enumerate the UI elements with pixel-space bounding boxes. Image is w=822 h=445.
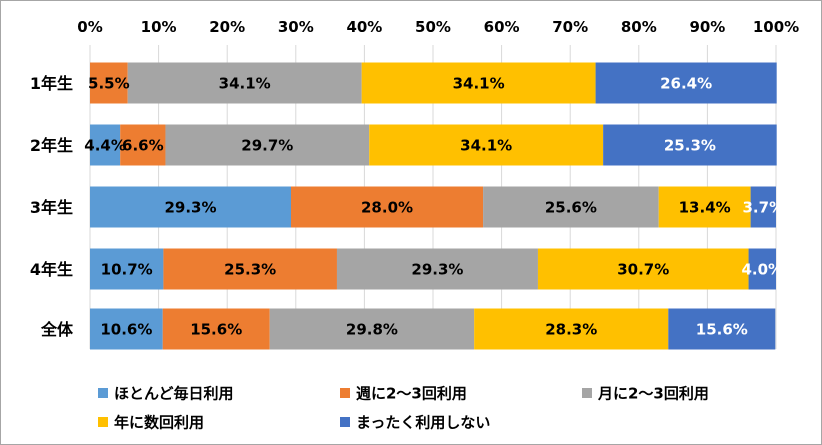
data-label: 25.3% xyxy=(224,261,276,279)
data-label: 29.8% xyxy=(346,321,398,339)
bar-segment xyxy=(90,308,163,350)
x-tick-label: 40% xyxy=(346,18,382,36)
data-labels: 5.5% 34.1% 34.1% 26.4% 4.4%6.6% 29.7% 34.1% 25.… xyxy=(84,75,784,339)
data-label: 13.4% xyxy=(679,199,731,217)
data-label: 28.3% xyxy=(545,321,597,339)
bar-segment xyxy=(90,248,164,290)
bar-segment xyxy=(603,124,777,166)
legend-swatch xyxy=(98,417,108,427)
bar-segment xyxy=(120,124,166,166)
data-label: 4.4% xyxy=(84,137,126,155)
bar-segment xyxy=(269,308,475,350)
legend-swatch xyxy=(340,388,350,398)
legend-label: ほとんど毎日利用 xyxy=(114,385,234,403)
category-label: 2年生 xyxy=(30,136,73,155)
bar-segment xyxy=(369,124,604,166)
bar-segment xyxy=(165,124,370,166)
data-label: 29.7% xyxy=(241,137,293,155)
x-tick-label: 20% xyxy=(209,18,245,36)
x-tick-label: 0% xyxy=(77,18,102,36)
bar-segment xyxy=(127,62,362,104)
legend-label: 月に2～3回利用 xyxy=(597,385,709,403)
category-label: 4年生 xyxy=(30,260,73,279)
x-tick-label: 100% xyxy=(753,18,799,36)
bar-segment xyxy=(474,308,669,350)
bar-segment xyxy=(537,248,749,290)
data-label: 25.6% xyxy=(545,199,597,217)
bar-segment xyxy=(336,248,538,290)
bars xyxy=(90,62,777,350)
data-label: 26.4% xyxy=(660,75,712,93)
x-tick-label: 50% xyxy=(415,18,451,36)
bar-segment xyxy=(361,62,596,104)
category-label: 全体 xyxy=(40,320,74,339)
legend-swatch xyxy=(582,388,592,398)
data-label: 5.5% xyxy=(88,75,130,93)
data-label: 3.7% xyxy=(743,199,785,217)
legend-label: 年に数回利用 xyxy=(114,414,204,432)
legend-swatch xyxy=(98,388,108,398)
data-label: 34.1% xyxy=(460,137,512,155)
legend-label: まったく利用しない xyxy=(356,414,490,432)
bar-segment xyxy=(595,62,777,104)
data-label: 29.3% xyxy=(164,199,216,217)
bar-segment xyxy=(748,248,776,290)
legend-swatch xyxy=(340,417,350,427)
category-label: 1年生 xyxy=(30,74,73,93)
x-axis-ticks: 0% 10% 20% 30% 40% 50% 60% 70% 80% 90% 100% xyxy=(77,18,799,36)
data-label: 30.7% xyxy=(617,261,669,279)
data-label: 29.3% xyxy=(411,261,463,279)
data-label: 15.6% xyxy=(190,321,242,339)
data-label: 4.0% xyxy=(741,261,783,279)
bar-segment xyxy=(483,186,659,228)
data-label: 25.3% xyxy=(664,137,716,155)
bar-segment xyxy=(290,186,484,228)
x-tick-label: 90% xyxy=(689,18,725,36)
data-label: 15.6% xyxy=(696,321,748,339)
x-tick-label: 30% xyxy=(278,18,314,36)
data-label: 10.7% xyxy=(101,261,153,279)
category-label: 3年生 xyxy=(30,198,73,217)
bar-segment xyxy=(90,124,121,166)
x-tick-label: 60% xyxy=(484,18,520,36)
data-label: 34.1% xyxy=(453,75,505,93)
bar-segment xyxy=(668,308,776,350)
bar-segment xyxy=(162,308,270,350)
x-tick-label: 70% xyxy=(552,18,588,36)
legend-label: 週に2～3回利用 xyxy=(356,385,467,403)
bar-segment xyxy=(90,62,128,104)
x-tick-label: 10% xyxy=(141,18,177,36)
bar-segment xyxy=(750,186,776,228)
data-label: 10.6% xyxy=(100,321,152,339)
data-label: 6.6% xyxy=(122,137,164,155)
bar-segment xyxy=(163,248,337,290)
x-tick-label: 80% xyxy=(621,18,657,36)
bar-segment xyxy=(90,186,291,228)
data-label: 28.0% xyxy=(361,199,413,217)
data-label: 34.1% xyxy=(219,75,271,93)
bar-segment xyxy=(658,186,751,228)
